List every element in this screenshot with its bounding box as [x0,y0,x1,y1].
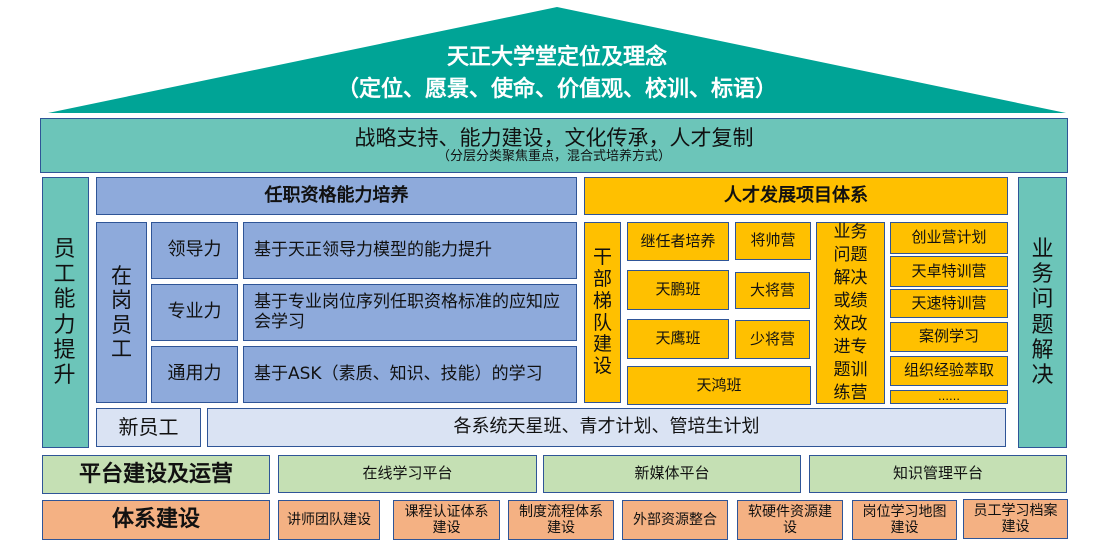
new-employee-label: 新员工 [96,408,201,447]
camp-item: 组织经验萃取 [890,356,1008,386]
row-label-general: 通用力 [151,346,238,403]
cadre-group: 干部梯队建设 [584,222,621,403]
camp-item: 天速特训营 [890,289,1008,318]
new-employee-desc: 各系统天星班、青才计划、管培生计划 [207,408,1006,447]
row-desc-professional: 基于专业岗位序列任职资格标准的应知应会学习 [243,284,577,341]
talent-item: 少将营 [735,320,810,359]
roof-text: 天正大学堂定位及理念 （定位、愿景、使命、价值观、校训、标语） [200,42,914,106]
qualification-header: 任职资格能力培养 [96,177,577,215]
talent-item: 将帅营 [735,222,811,260]
row-label-professional: 专业力 [151,284,238,341]
row-desc-leadership: 基于天正领导力模型的能力提升 [243,222,577,279]
left-pillar: 员工能力提升 [42,177,89,448]
system-item: 制度流程体系建设 [508,500,614,540]
talent-item: 天鹏班 [627,270,729,310]
row-label-leadership: 领导力 [151,222,238,279]
roof-shape [48,7,1066,113]
platform-item: 新媒体平台 [543,455,801,493]
platform-item: 在线学习平台 [278,455,537,493]
talent-item: 天鹰班 [627,319,729,359]
system-item: 员工学习档案建设 [963,499,1068,539]
camp-item: 创业营计划 [890,222,1008,254]
band-title: 战略支持、能力建设，文化传承，人才复制 [354,125,754,150]
talent-item: 继任者培养 [627,222,729,261]
system-item: 外部资源整合 [622,500,728,540]
talent-item: 大将营 [735,272,810,309]
strategy-band: 战略支持、能力建设，文化传承，人才复制 （分层分类聚焦重点，混合式培养方式） [40,118,1068,173]
system-item: 课程认证体系建设 [393,500,500,540]
business-camp: 业务问题解决或绩效改进专题训练营 [816,222,885,404]
camp-item: 天卓特训营 [890,256,1008,287]
camp-item-more: …… [890,390,1008,404]
platform-label: 平台建设及运营 [42,455,270,494]
right-pillar: 业务问题解决 [1018,177,1067,448]
camp-item: 案例学习 [890,322,1008,352]
roof-title: 天正大学堂定位及理念 [446,45,667,70]
onjob-group: 在岗员工 [96,222,147,403]
platform-item: 知识管理平台 [809,455,1067,493]
talent-item: 天鸿班 [627,366,811,405]
system-label: 体系建设 [42,500,270,540]
roof-subtitle: （定位、愿景、使命、价值观、校训、标语） [336,77,777,102]
band-subtitle: （分层分类聚焦重点，混合式培养方式） [436,149,671,165]
system-item: 岗位学习地图建设 [852,500,957,540]
talent-header: 人才发展项目体系 [584,177,1008,215]
system-item: 软硬件资源建设 [737,500,843,540]
system-item: 讲师团队建设 [278,500,380,540]
row-desc-general: 基于ASK（素质、知识、技能）的学习 [243,346,577,403]
